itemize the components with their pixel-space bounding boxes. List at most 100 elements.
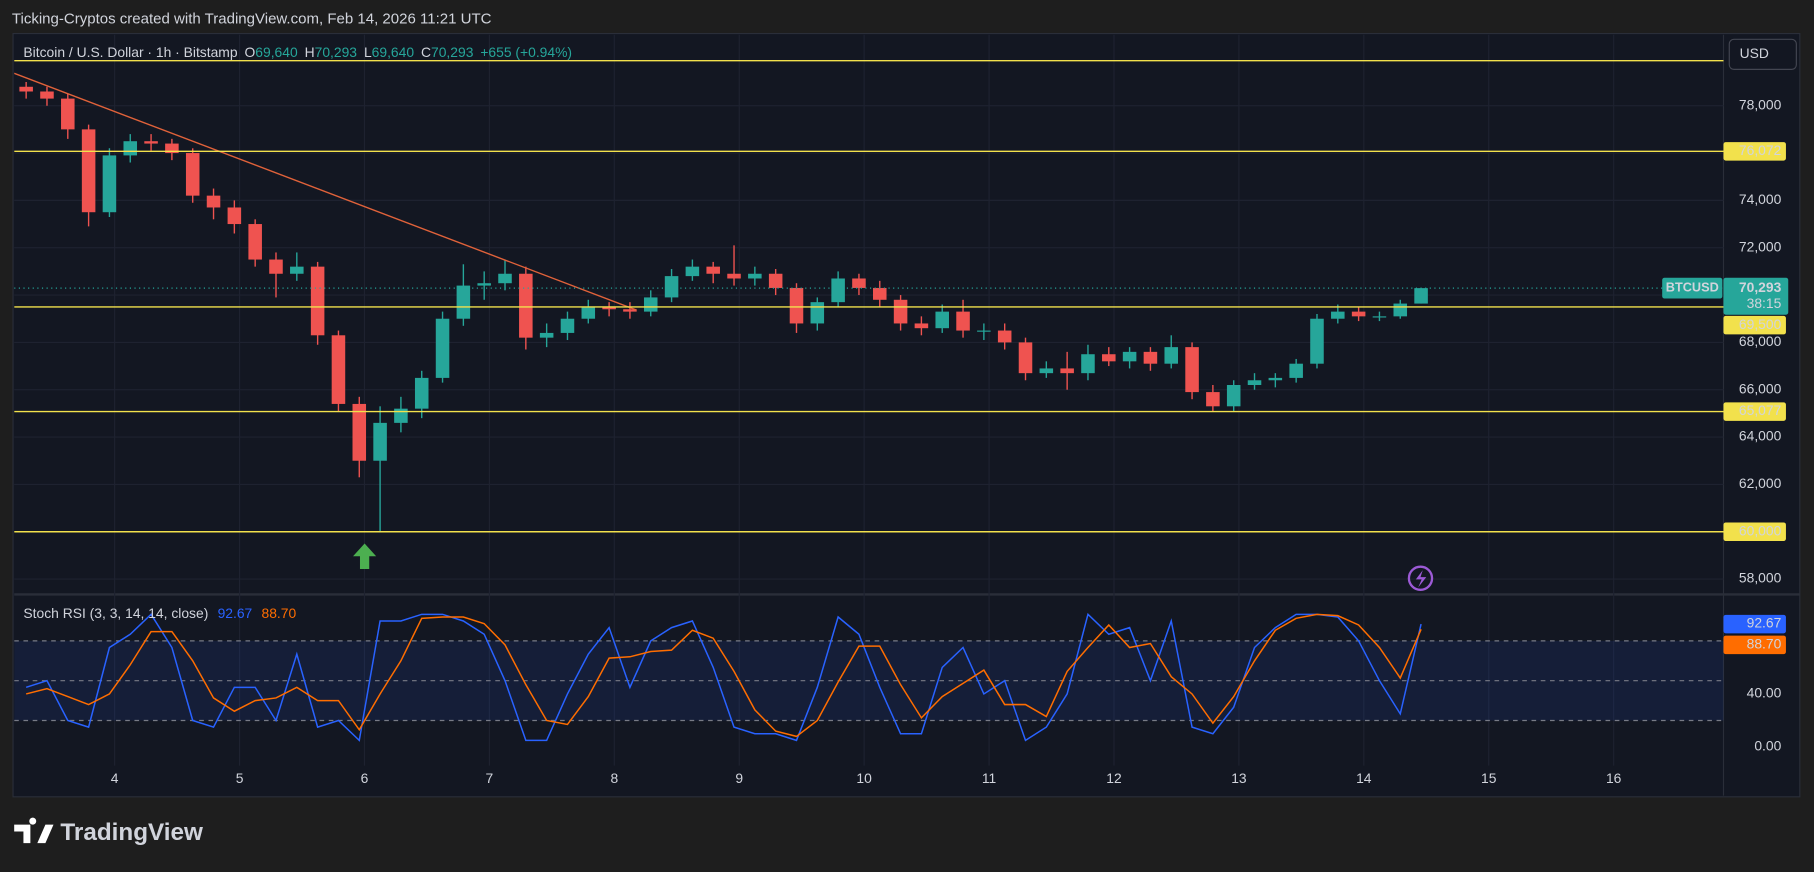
- candle-body: [1310, 318, 1324, 364]
- price-pane: [14, 60, 1724, 533]
- candle-body: [914, 323, 929, 329]
- y-tick-label: 74,000: [1739, 191, 1782, 207]
- candle-body: [165, 143, 179, 154]
- candle-body: [456, 285, 471, 319]
- candle-body: [19, 86, 33, 92]
- legend-text: Bitcoin / U.S. Dollar · 1h · Bitstamp: [23, 44, 237, 60]
- alert-icon[interactable]: [1407, 565, 1434, 591]
- level-tag-label: 69,500: [1739, 316, 1782, 332]
- legend-text: H: [305, 44, 315, 60]
- x-tick-label: 15: [1481, 770, 1497, 786]
- level-tag: [1723, 402, 1786, 421]
- candle-body: [269, 259, 283, 274]
- candle-body: [872, 287, 887, 300]
- candle-body: [144, 141, 158, 144]
- candle-body: [102, 155, 117, 213]
- candle-body: [727, 273, 741, 279]
- candle-body: [810, 302, 825, 324]
- candle-body: [394, 408, 408, 423]
- candle-body: [1081, 354, 1095, 374]
- candle-body: [768, 273, 783, 288]
- footer-brand: TradingView: [60, 819, 203, 846]
- candle-body: [248, 224, 262, 260]
- currency-button[interactable]: USD: [1728, 38, 1797, 70]
- candle-body: [1268, 377, 1283, 381]
- candle-body: [789, 287, 804, 324]
- x-tick-label: 12: [1106, 770, 1122, 786]
- legend-text: 70,293: [431, 44, 474, 60]
- y-tick-label: 62,000: [1739, 475, 1782, 491]
- chart-panel: [12, 32, 1801, 798]
- candle-body: [539, 332, 554, 338]
- candle-body: [831, 278, 845, 303]
- candle-body: [227, 207, 242, 225]
- legend-text: C: [421, 44, 431, 60]
- stoch-legend: Stoch RSI (3, 3, 14, 14, close) 92.67 88.7…: [23, 605, 296, 621]
- candle-body: [581, 306, 596, 319]
- candle-body: [1414, 288, 1428, 304]
- legend-text: O: [244, 44, 255, 60]
- symbol-legend: Bitcoin / U.S. Dollar · 1h · Bitstamp O69…: [23, 44, 572, 60]
- candle-body: [1122, 351, 1137, 362]
- candle-body: [602, 306, 616, 310]
- y-tick-label: 64,000: [1739, 428, 1782, 444]
- y-tick-label: 58,000: [1739, 570, 1782, 586]
- x-tick-label: 9: [735, 770, 743, 786]
- level-tag-label: 76,072: [1739, 142, 1782, 158]
- candle-body: [1039, 368, 1054, 374]
- x-tick-label: 10: [856, 770, 872, 786]
- candle-body: [664, 276, 679, 298]
- y-tick-label: 66,000: [1739, 380, 1782, 396]
- x-tick-label: 8: [610, 770, 618, 786]
- candle-body: [748, 273, 762, 279]
- level-tag-label: 60,000: [1739, 522, 1782, 538]
- candle-body: [310, 266, 325, 336]
- legend-text: 70,293: [315, 44, 358, 60]
- candle-body: [290, 266, 304, 274]
- candle-body: [206, 195, 221, 208]
- stoch-line: [25, 613, 1422, 738]
- alert-circle[interactable]: [1407, 565, 1434, 591]
- last-value-label: 88.70: [1747, 636, 1782, 652]
- y-tick-label: 0.00: [1754, 738, 1781, 754]
- candle-body: [373, 422, 387, 461]
- candle-body: [935, 311, 949, 329]
- candle-body: [477, 283, 491, 286]
- y-tick-label: 78,000: [1739, 96, 1782, 112]
- candle-body: [1102, 354, 1116, 362]
- candle-body: [956, 311, 970, 331]
- legend-text: 69,640: [255, 44, 298, 60]
- x-tick-label: 5: [236, 770, 244, 786]
- x-tick-label: 13: [1231, 770, 1247, 786]
- candle-body: [1372, 316, 1387, 318]
- stoch-legend-value: 92.67: [218, 605, 253, 621]
- symbol-tag-label: BTCUSD: [1666, 279, 1719, 294]
- candle-body: [414, 377, 429, 409]
- alert-bolt[interactable]: [1415, 570, 1427, 588]
- candle-body: [560, 318, 575, 333]
- legend-text: L: [364, 44, 372, 60]
- legend-text: 69,640: [372, 44, 415, 60]
- candle-body: [977, 330, 991, 332]
- currency-label[interactable]: USD: [1740, 45, 1769, 61]
- trendline: [14, 72, 637, 311]
- level-tag: [1723, 522, 1786, 541]
- legend-text: +655 (+0.94%): [480, 44, 572, 60]
- candle-body: [1060, 368, 1074, 374]
- level-tag-label: 65,077: [1739, 402, 1782, 418]
- x-tick-label: 6: [361, 770, 369, 786]
- candle-body: [893, 299, 908, 324]
- last-value-tag: [1723, 635, 1786, 655]
- candle-body: [1393, 303, 1408, 317]
- candle-body: [81, 129, 96, 213]
- candle-body: [1143, 351, 1158, 364]
- x-tick-label: 14: [1356, 770, 1372, 786]
- logo-mark: [14, 817, 54, 844]
- candle-body: [185, 153, 200, 196]
- last-value-label: 92.67: [1747, 615, 1782, 631]
- candle-body: [331, 335, 346, 404]
- countdown-label: 38:15: [1747, 295, 1782, 311]
- stoch-pane: [14, 612, 1724, 742]
- currency-box[interactable]: [1728, 38, 1797, 70]
